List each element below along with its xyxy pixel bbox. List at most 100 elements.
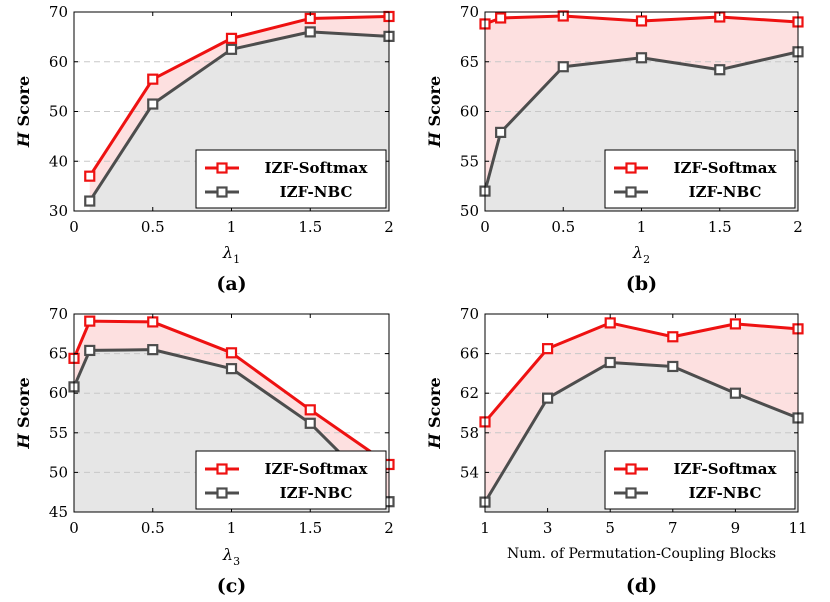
chart-panel-4: 1 3 5 7 9 11 54 58 62 66 70 H Score Num. of Permutat… bbox=[425, 305, 808, 597]
y-tick-label: 30 bbox=[49, 202, 68, 220]
axes-frame bbox=[484, 313, 799, 513]
data-point-softmax bbox=[84, 315, 96, 327]
x-tick-label: 0 bbox=[480, 218, 490, 236]
y-tick-label: 50 bbox=[460, 202, 479, 220]
y-tick-label: 70 bbox=[49, 305, 68, 323]
x-tick-label: 0.5 bbox=[551, 218, 575, 236]
data-point-nbc bbox=[147, 344, 159, 356]
legend-marker-nbc bbox=[216, 487, 228, 499]
data-point-softmax bbox=[635, 15, 648, 27]
series-line-nbc bbox=[485, 50, 798, 192]
legend-label-softmax: IZF-Softmax bbox=[674, 460, 778, 478]
y-axis-label-text: Score bbox=[14, 76, 33, 132]
panel-caption: (d) bbox=[626, 575, 657, 597]
legend-label-softmax: IZF-Softmax bbox=[265, 159, 369, 177]
y-tick-label: 65 bbox=[49, 345, 68, 363]
x-axis-label: Num. of Permutation-Coupling Blocks bbox=[507, 546, 776, 562]
series-line-softmax bbox=[485, 321, 798, 423]
x-tick-label: 2 bbox=[384, 218, 394, 236]
y-axis-label: H Score bbox=[14, 377, 33, 449]
y-tick-label: 58 bbox=[460, 424, 479, 442]
data-point-nbc bbox=[541, 392, 554, 404]
x-tick-label: 2 bbox=[793, 218, 803, 236]
data-point-nbc bbox=[604, 356, 616, 369]
legend-label-softmax: IZF-Softmax bbox=[265, 460, 369, 478]
data-point-softmax bbox=[147, 73, 159, 85]
data-point-nbc bbox=[557, 61, 569, 73]
legend-label-nbc: IZF-NBC bbox=[689, 183, 762, 201]
x-tick-label: 1.5 bbox=[298, 519, 322, 537]
x-tick-label: 1 bbox=[637, 218, 647, 236]
legend-label-nbc: IZF-NBC bbox=[280, 484, 353, 502]
legend-box bbox=[195, 450, 387, 510]
legend: IZF-Softmax IZF-NBC bbox=[604, 149, 796, 209]
data-point-softmax bbox=[147, 316, 159, 328]
x-tick-label: 1.5 bbox=[708, 218, 732, 236]
y-tick-label: 55 bbox=[49, 424, 68, 442]
data-point-nbc bbox=[84, 195, 96, 207]
data-point-nbc bbox=[225, 363, 238, 375]
y-tick-label: 45 bbox=[49, 503, 68, 521]
legend-marker-softmax bbox=[216, 162, 228, 174]
legend-box bbox=[604, 149, 796, 209]
y-tick-label: 60 bbox=[49, 53, 68, 71]
y-axis-label: H Score bbox=[425, 76, 444, 148]
x-axis-label-subscript: 2 bbox=[643, 253, 650, 266]
y-tick-label: 60 bbox=[460, 103, 479, 121]
x-tick-label: 1 bbox=[480, 519, 490, 537]
data-point-nbc bbox=[495, 126, 507, 138]
legend-box bbox=[195, 149, 387, 209]
y-axis-label-symbol: H bbox=[425, 433, 444, 450]
y-tick-label: 50 bbox=[49, 463, 68, 481]
data-point-softmax bbox=[225, 347, 238, 359]
legend-marker-softmax bbox=[625, 463, 637, 475]
x-tick-label: 1.5 bbox=[298, 218, 322, 236]
panel-caption: (b) bbox=[626, 273, 657, 295]
x-tick-label: 9 bbox=[731, 519, 741, 537]
legend-marker-softmax bbox=[625, 162, 637, 174]
fill-between-series bbox=[485, 15, 798, 192]
data-point-nbc bbox=[147, 98, 159, 110]
data-point-nbc bbox=[729, 387, 742, 399]
data-point-softmax bbox=[667, 331, 679, 343]
x-tick-label: 1 bbox=[227, 519, 237, 537]
panel-caption: (a) bbox=[216, 273, 246, 295]
legend-label-nbc: IZF-NBC bbox=[689, 484, 762, 502]
series-line-nbc bbox=[74, 348, 389, 503]
y-tick-label: 66 bbox=[460, 345, 479, 363]
y-tick-label: 70 bbox=[460, 305, 479, 323]
series-line-softmax bbox=[74, 319, 389, 466]
x-axis-label-subscript: 3 bbox=[233, 555, 240, 568]
legend-label-softmax: IZF-Softmax bbox=[674, 159, 778, 177]
legend: IZF-Softmax IZF-NBC bbox=[604, 450, 796, 510]
y-axis-label: H Score bbox=[425, 377, 444, 449]
y-axis-label-symbol: H bbox=[14, 131, 33, 148]
y-axis-label-text: Score bbox=[425, 377, 444, 433]
series-line-nbc bbox=[485, 361, 798, 503]
y-axis-label-symbol: H bbox=[425, 131, 444, 148]
panel-caption: (c) bbox=[217, 575, 247, 597]
legend: IZF-Softmax IZF-NBC bbox=[195, 450, 387, 510]
x-axis-label-symbol: λ bbox=[222, 545, 233, 564]
x-axis-label-symbol: λ bbox=[632, 243, 643, 262]
data-point-softmax bbox=[541, 343, 554, 355]
data-point-nbc bbox=[635, 52, 648, 64]
x-axis-label: λ2 bbox=[632, 243, 650, 266]
legend-label-nbc: IZF-NBC bbox=[280, 183, 353, 201]
y-tick-label: 62 bbox=[460, 384, 479, 402]
y-axis-label: H Score bbox=[14, 76, 33, 148]
y-tick-label: 70 bbox=[49, 3, 68, 21]
data-point-nbc bbox=[84, 344, 96, 357]
x-tick-label: 7 bbox=[668, 519, 678, 537]
y-axis-label-text: Score bbox=[14, 377, 33, 433]
legend-marker-nbc bbox=[625, 186, 637, 198]
y-tick-label: 55 bbox=[460, 152, 479, 170]
legend-marker-nbc bbox=[625, 487, 637, 499]
data-point-softmax bbox=[84, 170, 96, 182]
y-tick-label: 60 bbox=[49, 384, 68, 402]
x-tick-label: 0 bbox=[69, 519, 79, 537]
x-tick-label: 2 bbox=[384, 519, 394, 537]
x-tick-label: 0 bbox=[69, 218, 79, 236]
